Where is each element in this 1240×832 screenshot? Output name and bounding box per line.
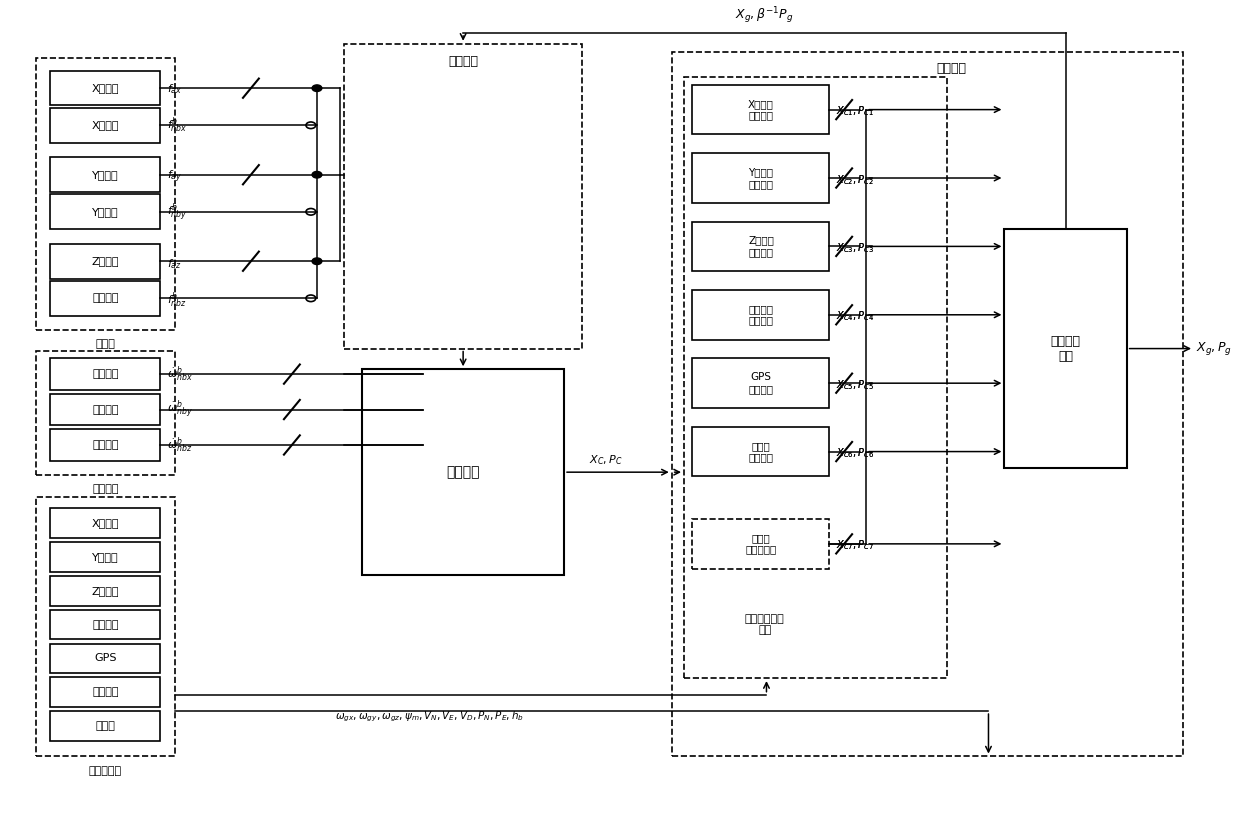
- Text: $X_{C4},P_{C4}$: $X_{C4},P_{C4}$: [836, 310, 874, 324]
- Text: $X_{C3},P_{C3}$: $X_{C3},P_{C3}$: [836, 241, 873, 255]
- Bar: [692, 153, 830, 203]
- Bar: [362, 369, 564, 575]
- Text: $X_C, P_C$: $X_C, P_C$: [589, 453, 622, 467]
- Text: 加速度: 加速度: [95, 339, 115, 349]
- Text: $f^b_{nbz}$: $f^b_{nbz}$: [166, 290, 186, 310]
- Text: GPS: GPS: [94, 653, 117, 663]
- Bar: [36, 497, 175, 756]
- Text: 状态预测: 状态预测: [446, 465, 480, 479]
- Text: $\omega_{gx},\omega_{gy},\omega_{gz},\psi_m,V_N,V_E,V_D,P_N,P_E,h_b$: $\omega_{gx},\omega_{gy},\omega_{gz},\ps…: [335, 710, 525, 724]
- Bar: [51, 359, 160, 389]
- Text: $X_{C2},P_{C2}$: $X_{C2},P_{C2}$: [836, 173, 873, 186]
- Bar: [1004, 229, 1127, 468]
- Text: X轴阻力: X轴阻力: [92, 121, 119, 131]
- Text: $f^b_{nbx}$: $f^b_{nbx}$: [166, 116, 187, 135]
- Text: $X_{C6},P_{C6}$: $X_{C6},P_{C6}$: [836, 446, 874, 460]
- Text: X轴加计: X轴加计: [92, 83, 119, 93]
- Bar: [51, 394, 160, 425]
- Bar: [51, 71, 160, 106]
- Bar: [51, 281, 160, 315]
- Bar: [51, 576, 160, 606]
- Bar: [51, 244, 160, 279]
- Text: Y轴陀螺: Y轴陀螺: [92, 552, 119, 562]
- Circle shape: [312, 171, 322, 178]
- Text: $X_{C6},P_{C6}$: $X_{C6},P_{C6}$: [836, 446, 874, 460]
- Text: $f^b_{nby}$: $f^b_{nby}$: [166, 201, 187, 224]
- Text: $\dot{\omega}^b_{nbx}$: $\dot{\omega}^b_{nbx}$: [166, 364, 192, 384]
- Text: 量测更新: 量测更新: [936, 62, 967, 75]
- Text: 加速度
计子滤波器: 加速度 计子滤波器: [745, 533, 776, 555]
- Bar: [36, 351, 175, 474]
- Text: 俯仰力矩: 俯仰力矩: [92, 404, 119, 414]
- Text: Z轴陀螺: Z轴陀螺: [92, 586, 119, 596]
- Text: 横滚力矩: 横滚力矩: [92, 369, 119, 379]
- Bar: [51, 542, 160, 572]
- Text: $X_{C7},P_{C7}$: $X_{C7},P_{C7}$: [836, 538, 873, 552]
- Text: $f_{az}$: $f_{az}$: [166, 257, 181, 270]
- Text: X轴陀螺: X轴陀螺: [92, 518, 119, 528]
- Text: Z轴加计: Z轴加计: [92, 256, 119, 266]
- Bar: [51, 195, 160, 229]
- Text: Y轴加计: Y轴加计: [92, 170, 119, 180]
- Text: 量测传感器: 量测传感器: [89, 766, 122, 776]
- Bar: [51, 508, 160, 538]
- Bar: [51, 610, 160, 640]
- Bar: [692, 427, 830, 476]
- Text: Z轴陀螺
子滤波器: Z轴陀螺 子滤波器: [748, 235, 774, 257]
- Bar: [684, 77, 947, 678]
- Text: $\dot{\omega}^b_{nbz}$: $\dot{\omega}^b_{nbz}$: [166, 435, 192, 455]
- Text: Y轴阻力: Y轴阻力: [92, 207, 119, 217]
- Text: $X_{C3},P_{C3}$: $X_{C3},P_{C3}$: [836, 241, 873, 255]
- Text: $X_{C5},P_{C5}$: $X_{C5},P_{C5}$: [836, 378, 873, 392]
- Bar: [692, 359, 830, 408]
- Bar: [51, 157, 160, 192]
- Bar: [51, 711, 160, 740]
- Text: $X_{C4},P_{C4}$: $X_{C4},P_{C4}$: [836, 310, 874, 324]
- Text: 磁传感器: 磁传感器: [92, 620, 119, 630]
- Text: $\dot{\omega}^b_{nby}$: $\dot{\omega}^b_{nby}$: [166, 399, 192, 421]
- Text: $X_{C1},P_{C1}$: $X_{C1},P_{C1}$: [836, 104, 873, 118]
- Text: $f_{ay}$: $f_{ay}$: [166, 168, 182, 185]
- Text: 主滤波器
融合: 主滤波器 融合: [1050, 334, 1080, 363]
- Bar: [692, 221, 830, 271]
- Text: 加速度计: 加速度计: [92, 687, 119, 697]
- Text: 磁传感器
子滤波器: 磁传感器 子滤波器: [749, 304, 774, 325]
- Bar: [692, 85, 830, 134]
- Text: Y轴陀螺
子滤波器: Y轴陀螺 子滤波器: [749, 167, 774, 189]
- Text: GPS
子滤波器: GPS 子滤波器: [749, 373, 774, 394]
- Text: 扭矩模型: 扭矩模型: [92, 440, 119, 450]
- Text: 气压计: 气压计: [95, 721, 115, 731]
- Bar: [51, 429, 160, 461]
- Text: $f_{ax}$: $f_{ax}$: [166, 82, 182, 96]
- Circle shape: [312, 85, 322, 92]
- Bar: [51, 644, 160, 673]
- Bar: [692, 519, 830, 568]
- Bar: [36, 57, 175, 329]
- Bar: [672, 52, 1183, 756]
- Text: $X_{C2},P_{C2}$: $X_{C2},P_{C2}$: [836, 173, 873, 186]
- Bar: [51, 677, 160, 707]
- Text: $X_{C7},P_{C7}$: $X_{C7},P_{C7}$: [836, 538, 873, 552]
- Text: X轴陀螺
子滤波器: X轴陀螺 子滤波器: [748, 99, 774, 121]
- Text: $X_{C5},P_{C5}$: $X_{C5},P_{C5}$: [836, 378, 873, 392]
- Text: $X_{C1},P_{C1}$: $X_{C1},P_{C1}$: [836, 104, 873, 118]
- Bar: [51, 108, 160, 142]
- Bar: [343, 44, 583, 349]
- Text: 气压计
子滤波器: 气压计 子滤波器: [749, 441, 774, 463]
- Text: 时间更新: 时间更新: [448, 55, 479, 68]
- Text: 升力模型: 升力模型: [92, 294, 119, 304]
- Text: $X_g, \beta^{-1}P_g$: $X_g, \beta^{-1}P_g$: [735, 6, 794, 27]
- Text: 子滤波器量测
更新: 子滤波器量测 更新: [745, 614, 785, 636]
- Circle shape: [312, 258, 322, 265]
- Text: $X_g, P_g$: $X_g, P_g$: [1197, 340, 1233, 357]
- Bar: [692, 290, 830, 339]
- Text: 角加速度: 角加速度: [92, 484, 119, 494]
